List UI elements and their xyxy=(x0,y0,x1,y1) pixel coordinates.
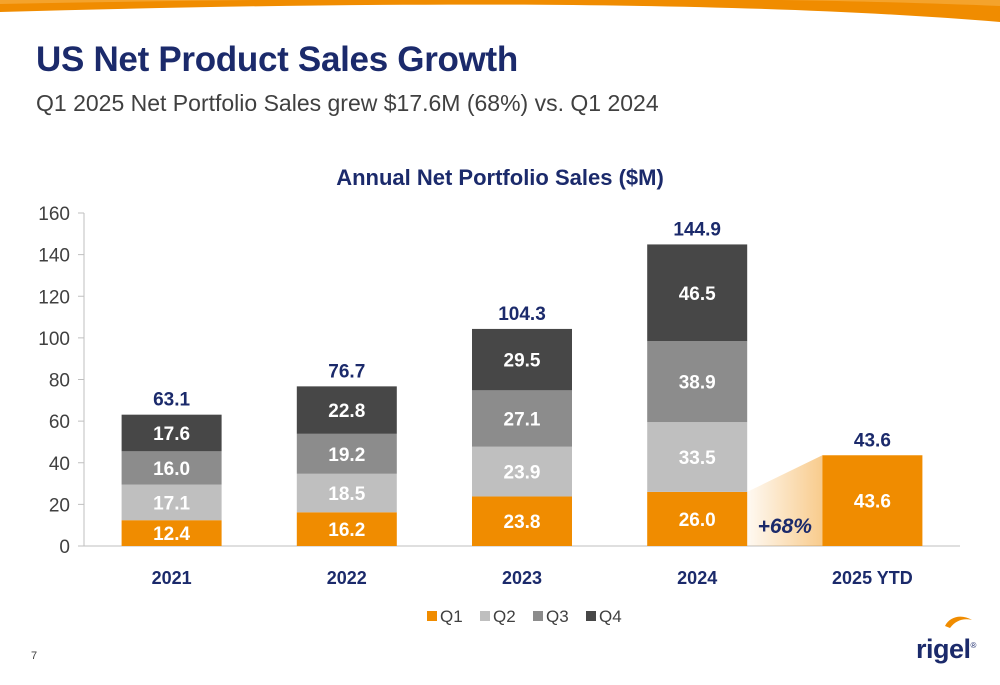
y-tick-label: 20 xyxy=(49,495,70,516)
rigel-logo xyxy=(945,616,972,628)
y-tick-label: 100 xyxy=(38,329,70,350)
page-title: US Net Product Sales Growth xyxy=(36,40,518,79)
page-subtitle: Q1 2025 Net Portfolio Sales grew $17.6M … xyxy=(36,90,659,116)
bar-segment-q1 xyxy=(121,520,222,546)
top-swoosh-decoration xyxy=(0,0,1000,22)
y-tick-label: 60 xyxy=(49,412,70,433)
x-tick-label: 2021 xyxy=(152,568,192,588)
y-tick-label: 120 xyxy=(38,287,70,308)
data-label: 23.8 xyxy=(504,512,541,533)
data-label: 27.1 xyxy=(504,410,541,431)
total-label: 63.1 xyxy=(153,390,190,411)
y-tick-label: 140 xyxy=(38,246,70,267)
y-tick-label: 160 xyxy=(38,204,70,225)
bar-segment-q1 xyxy=(472,496,572,546)
data-label: 18.5 xyxy=(328,484,365,505)
x-tick-label: 2023 xyxy=(502,568,542,588)
bar-segment-q2 xyxy=(296,473,397,513)
registered-mark: ® xyxy=(970,641,977,650)
bar-segment-q4 xyxy=(647,244,748,342)
bar-segment-q4 xyxy=(296,386,397,434)
chart-axes: 0 20 40 60 80 100 120 140 160 xyxy=(38,204,960,558)
data-label: 33.5 xyxy=(679,448,716,469)
legend-label-q4: Q4 xyxy=(599,607,622,626)
bar-segment-q4 xyxy=(121,414,222,452)
data-label: 38.9 xyxy=(679,373,716,394)
data-label: 29.5 xyxy=(504,351,541,372)
bar-segment-q1 xyxy=(822,455,923,546)
y-tick-label: 0 xyxy=(59,537,70,558)
logo-text: rigel xyxy=(916,634,971,664)
bar-segment-q3 xyxy=(472,390,572,447)
data-label: 16.0 xyxy=(153,459,190,480)
logo-wordmark: rigel® xyxy=(916,634,976,665)
data-label: 12.4 xyxy=(153,524,190,545)
chart-title: Annual Net Portfolio Sales ($M) xyxy=(336,165,664,190)
legend-swatch-q2 xyxy=(480,611,490,621)
bar-segment-q2 xyxy=(647,422,748,492)
data-label: 26.0 xyxy=(679,510,716,531)
growth-annotation: +68% xyxy=(747,455,823,546)
x-tick-label: 2025 YTD xyxy=(832,568,913,588)
bar-segment-q4 xyxy=(472,328,572,391)
data-label: 43.6 xyxy=(854,492,891,513)
bar-segment-q3 xyxy=(121,451,222,485)
data-label: 19.2 xyxy=(328,445,365,466)
chart-bars: 2021 12.4 17.1 16.0 17.6 63.1 2022 16.2 18.5 19.2… xyxy=(121,219,923,588)
data-label: 23.9 xyxy=(504,463,541,484)
growth-label: +68% xyxy=(758,515,813,538)
data-label: 17.1 xyxy=(153,493,190,514)
bar-segment-q1 xyxy=(647,491,748,546)
legend-label-q2: Q2 xyxy=(493,607,516,626)
y-tick-label: 80 xyxy=(49,371,70,392)
bar-segment-q3 xyxy=(647,341,748,423)
total-label: 104.3 xyxy=(498,304,546,325)
legend-swatch-q1 xyxy=(427,611,437,621)
legend-swatch-q4 xyxy=(586,611,596,621)
bar-segment-q2 xyxy=(121,484,222,521)
x-tick-label: 2022 xyxy=(327,568,367,588)
y-tick-label: 40 xyxy=(49,454,70,475)
data-label: 16.2 xyxy=(328,520,365,541)
growth-wedge xyxy=(747,455,823,546)
x-tick-label: 2024 xyxy=(677,568,717,588)
total-label: 43.6 xyxy=(854,430,891,451)
bar-segment-q3 xyxy=(296,433,397,474)
data-label: 46.5 xyxy=(679,284,716,305)
total-label: 76.7 xyxy=(328,361,365,382)
total-label: 144.9 xyxy=(673,219,721,240)
legend-swatch-q3 xyxy=(533,611,543,621)
legend-label-q1: Q1 xyxy=(440,607,463,626)
data-label: 17.6 xyxy=(153,424,190,445)
page-number: 7 xyxy=(31,650,38,662)
bar-segment-q2 xyxy=(472,446,572,497)
chart-legend: Q1 Q2 Q3 Q4 xyxy=(427,607,622,626)
legend-label-q3: Q3 xyxy=(546,607,569,626)
bar-segment-q1 xyxy=(296,512,397,546)
data-label: 22.8 xyxy=(328,401,365,422)
